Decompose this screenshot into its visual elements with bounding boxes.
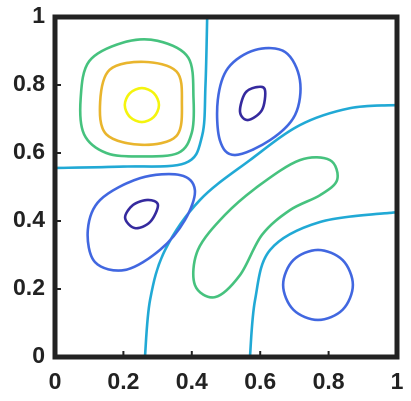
contour-line [215,46,302,157]
y-tick-label: 0.2 [13,274,45,300]
contour-line [86,172,197,272]
contour-line [281,248,355,322]
contour-line [248,210,397,357]
contour-line [123,198,160,230]
axes-frame [52,14,400,360]
contour-line [191,156,339,299]
x-tick-label: 0.2 [107,368,139,394]
contour-line [238,85,267,122]
contour-line [143,103,397,357]
y-tick-label: 0 [32,342,45,368]
y-tick-label: 1 [32,2,45,28]
contour-line [55,17,209,170]
y-tick-label: 0.6 [13,138,45,164]
y-tick-label: 0.4 [13,206,45,232]
x-tick-label: 1 [391,368,404,394]
contour-line [123,86,161,124]
x-tick-label: 0.8 [313,368,345,394]
plot-area [55,17,397,357]
x-tick-label: 0.4 [176,368,208,394]
contour-line [98,60,184,147]
contour-line [78,38,196,158]
x-tick-label: 0.6 [244,368,276,394]
y-tick-label: 0.8 [13,70,45,96]
x-tick-label: 0 [49,368,62,394]
